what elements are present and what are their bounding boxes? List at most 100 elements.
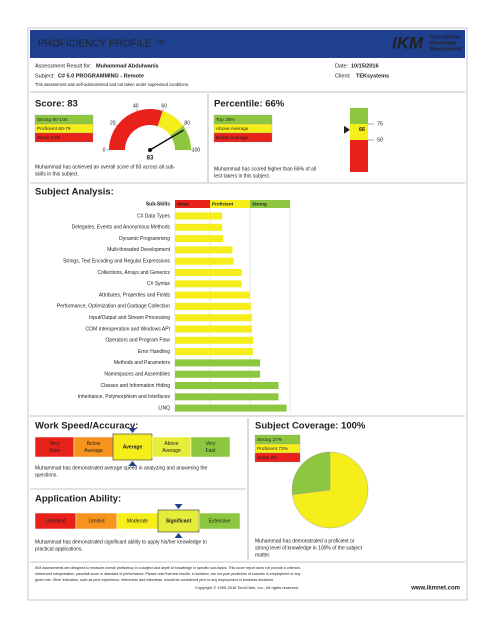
- description: test takers in this subject.: [214, 173, 270, 179]
- legend-swatch: [213, 132, 273, 143]
- skill-label: C# Data Types: [137, 213, 170, 219]
- gauge-tick-label: 20: [110, 120, 116, 126]
- legend-swatch: [34, 132, 94, 143]
- page-border: [27, 27, 468, 601]
- scale-label: Extensive: [209, 518, 231, 524]
- client: TEKsystems: [356, 73, 389, 79]
- scale-segment: [112, 433, 153, 461]
- legend-label: Strong 80-100: [37, 117, 68, 123]
- skill-label: Attributes, Properties and Fields: [99, 292, 171, 298]
- skill-bar: [175, 269, 242, 276]
- score-value: 83: [147, 156, 154, 162]
- date: 10/15/2016: [351, 63, 379, 69]
- skill-label: Inheritance, Polymorphism and Interfaces: [78, 394, 171, 400]
- description: Muhammad has demonstrated average speed …: [35, 465, 208, 471]
- skill-bar: [175, 291, 250, 299]
- gauge-tick: [136, 109, 138, 112]
- description: skills in this subject.: [35, 171, 79, 177]
- section-title: Application Ability:: [35, 494, 121, 505]
- percentile-zone: [350, 108, 368, 124]
- description: Muhammad has demonstrated significant ab…: [35, 539, 207, 545]
- skill-bar: [175, 246, 233, 254]
- skill-label: COM Interoperation and Windows API: [86, 326, 171, 332]
- gauge-needle: [149, 129, 184, 151]
- scale-label: Limited: [88, 518, 104, 524]
- skill-bar: [175, 370, 261, 378]
- candidate: Muhammad Abdulwanis: [96, 63, 159, 69]
- pie-slice: [291, 451, 331, 495]
- scale-label: Average: [162, 448, 181, 454]
- header-bar: [30, 30, 465, 58]
- gauge-tick-label: 80: [184, 120, 190, 126]
- section-title: Subject Coverage: 100%: [255, 421, 366, 432]
- skill-bar: [175, 257, 234, 265]
- scale-segment: [198, 512, 241, 530]
- skill-label: Classes and Information Hiding: [101, 383, 171, 389]
- selection-marker: [128, 428, 137, 433]
- description: Muhammad has scored higher than 66% of a…: [214, 166, 316, 172]
- column-label: Weak: [177, 202, 189, 207]
- copyright: Copyright © 1999-2016 TechChek, Inc., Al…: [195, 585, 299, 590]
- scale-label: Average: [84, 448, 103, 454]
- note: This assessment was self-administered an…: [35, 82, 189, 87]
- percentile-tick-label: 50: [377, 137, 383, 143]
- column-swatch: [210, 200, 250, 208]
- legend-label: Top 25%: [216, 117, 235, 123]
- label: Client:: [335, 73, 351, 79]
- label: Subject:: [35, 73, 55, 79]
- skill-label: Methods and Parameters: [114, 360, 171, 366]
- skill-bar: [175, 212, 223, 220]
- legend-label: Proficient 73%: [257, 446, 289, 452]
- skill-bar: [175, 235, 224, 243]
- column-swatch: [175, 200, 210, 208]
- column-header: Sub-Skills: [146, 201, 170, 207]
- skill-label: Performance, Optimization and Garbage Co…: [57, 304, 170, 310]
- percentile-marker: [344, 125, 350, 134]
- skill-label: Namespaces and Assemblies: [104, 372, 170, 378]
- skill-bar: [175, 325, 253, 333]
- description: Muhammad has achieved an overall score o…: [35, 164, 175, 170]
- section-title: Percentile: 66%: [214, 99, 285, 110]
- skill-label: Collections, Arrays and Generics: [97, 270, 170, 276]
- skill-bar: [175, 359, 261, 367]
- url: www.ikmnet.com: [410, 586, 460, 592]
- gauge-zone: [157, 111, 184, 136]
- description: questions.: [35, 472, 58, 478]
- scale-label: Significant: [166, 518, 192, 524]
- gauge-tick-label: 40: [133, 104, 139, 110]
- scale-label: Fast: [206, 448, 216, 454]
- gauge-tick-label: 0: [103, 147, 106, 153]
- gauge-zone: [109, 109, 163, 151]
- section-title: Score: 83: [35, 99, 78, 110]
- scale-label: Average: [123, 444, 143, 450]
- skill-label: Input/Output and Stream Processing: [89, 315, 170, 321]
- logo: IKM: [392, 33, 424, 52]
- logo-text: Measurement: [430, 46, 463, 52]
- percentile-tick-label: 75: [377, 121, 383, 127]
- skill-bar: [175, 404, 287, 412]
- skill-bar: [175, 382, 279, 389]
- scale-label: Below: [87, 441, 101, 447]
- column-swatch: [250, 200, 290, 208]
- gauge-zone: [169, 125, 191, 151]
- label: Date:: [335, 63, 349, 69]
- description: matter.: [255, 552, 270, 558]
- legend-label: Above Average: [216, 126, 249, 132]
- skill-bar: [175, 314, 253, 322]
- legend-label: Strong 27%: [257, 437, 283, 443]
- skill-label: Strings, Text Encoding and Regular Expre…: [63, 259, 170, 265]
- skill-label: Dynamic Programming: [119, 236, 170, 242]
- column-label: Proficient: [212, 202, 234, 207]
- legend-swatch: [254, 452, 301, 463]
- subject: C# 5.0 PROGRAMMING - Remote: [58, 73, 144, 79]
- skill-label: Error Handling: [138, 349, 170, 355]
- disclaimer: given role. Other indicators, such as pr…: [35, 578, 274, 582]
- gauge-tick: [162, 109, 164, 112]
- selection-marker: [174, 533, 183, 538]
- selection-marker: [128, 461, 137, 466]
- scale-label: Slow: [49, 448, 60, 454]
- skill-label: Delegates, Events and Anonymous Methods: [72, 225, 171, 231]
- section-title: Work Speed/Accuracy:: [35, 421, 138, 432]
- title: PROFICIENCY PROFILE ™: [38, 39, 165, 50]
- scale-segment: [190, 436, 231, 458]
